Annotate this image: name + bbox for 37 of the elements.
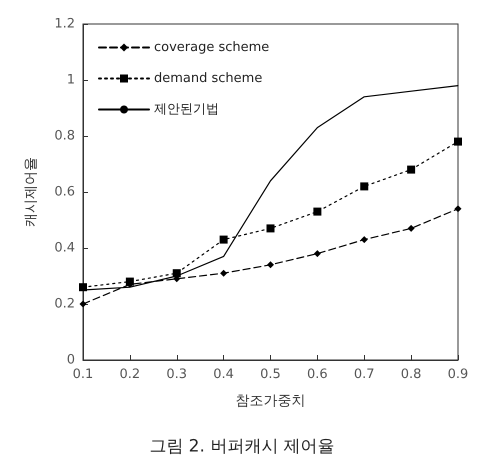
x-tick-label: 0.1 [72,367,94,382]
point [220,270,228,277]
y-tick-label: 0.6 [54,184,75,200]
y-tick-label: 0 [66,352,75,368]
legend-label: demand scheme [154,71,262,86]
point [454,138,462,146]
x-tick-label: 0.7 [354,367,375,382]
x-tick-label: 0.8 [400,367,422,382]
point [79,283,87,292]
point [408,224,415,232]
y-tick-label: 0.2 [54,296,75,312]
x-tick-label: 0.4 [213,367,234,382]
y-tick-label: 0.4 [54,240,75,256]
point [360,236,368,244]
point [172,269,181,278]
x-tick-label: 0.9 [448,367,468,382]
y-tick-label: 1.2 [54,16,75,32]
y-tick-label: 0.8 [54,128,75,144]
point [313,208,322,216]
legend-label: coverage scheme [154,40,270,55]
point [267,261,274,268]
point [407,166,416,174]
point [220,236,228,244]
point [80,300,86,308]
x-tick-label: 0.3 [166,367,188,382]
text: 그림 2. 버퍼캐시 제어율 [149,436,335,456]
point [314,250,321,258]
x-tick-label: 0.5 [260,367,281,382]
point [454,205,462,212]
x-axis-title: 참조가중치 [236,393,306,409]
y-axis-title: 캐시제어율 [23,157,39,227]
legend-label: 제안된기법 [154,102,219,117]
x-tick-label: 0.2 [120,367,140,382]
x-tick-label: 0.6 [307,367,328,382]
point [360,182,368,190]
y-tick-label: 1 [66,72,75,88]
point [266,224,274,232]
